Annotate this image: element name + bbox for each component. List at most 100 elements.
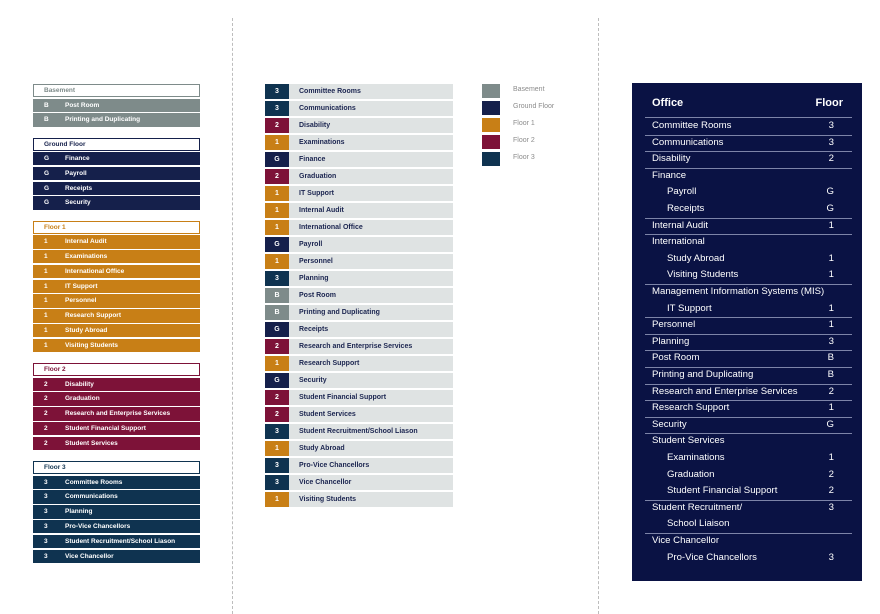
alpha-list-row: 3 Committee Rooms	[265, 84, 453, 100]
alpha-list-row: 3 Communications	[265, 100, 453, 117]
alpha-list-row: 1 IT Support	[265, 185, 453, 201]
alpha-list-row: 1 Study Abroad	[265, 440, 453, 456]
office-name: Disability	[65, 380, 94, 388]
table-row: Student Recruitment/3	[652, 500, 834, 517]
floor-groups-column: Basement B Post Room B Printing and Duplicat…	[33, 84, 200, 574]
table-row: Student Services	[652, 433, 834, 450]
office-name: Student Services	[299, 410, 356, 418]
office-name: Payroll	[65, 169, 87, 177]
floor-group-row: 3 Pro-Vice Chancellors	[33, 520, 200, 534]
office-name: Finance	[299, 155, 326, 163]
floor-group-row: 3 Communications	[33, 490, 200, 504]
office-name: Graduation	[299, 172, 337, 180]
table-office-name: Student Services	[652, 435, 725, 447]
floor-group-row: 3 Student Recruitment/School Liason	[33, 534, 200, 549]
table-row: Receipts G	[667, 201, 834, 218]
table-row: Printing and Duplicating B	[652, 367, 834, 384]
table-office-name: Communications	[652, 136, 724, 148]
floor-group-row: 1 Personnel	[33, 294, 200, 308]
table-office-name: International	[652, 236, 705, 248]
floor-code: 1	[44, 341, 48, 349]
legend-swatch	[482, 135, 500, 149]
floor-code: B	[44, 116, 49, 124]
floor-group-row: 1 Examinations	[33, 250, 200, 264]
office-name: Student Recruitment/School Liason	[65, 537, 176, 545]
alpha-list-row: 3 Student Recruitment/School Liason	[265, 423, 453, 439]
table-header-rule	[645, 117, 852, 118]
table-floor-value: G	[826, 186, 834, 198]
table-row: IT Support 1	[667, 301, 834, 318]
alpha-list-row: B Printing and Duplicating	[265, 304, 453, 320]
header-office: Office	[652, 97, 684, 109]
legend-label: Floor 2	[513, 137, 535, 144]
floor-code-badge: B	[265, 304, 289, 320]
floor-code: 3	[44, 493, 48, 501]
column-divider-left	[232, 18, 233, 614]
table-office-name: Student Recruitment/	[652, 501, 743, 513]
table-office-name: Research and Enterprise Services	[652, 385, 798, 397]
floor-code: 1	[44, 312, 48, 320]
table-floor-value: 1	[828, 302, 834, 314]
table-row: Vice Chancellor	[652, 533, 834, 550]
office-name: Internal Audit	[65, 238, 107, 246]
table-office-name: Research Support	[652, 402, 730, 414]
alpha-list-row: 3 Planning	[265, 270, 453, 286]
alpha-list-row: 2 Research and Enterprise Services	[265, 338, 453, 354]
alphabetical-list-column: 3 Committee Rooms 3 Communications 2 Disabili…	[265, 84, 453, 509]
alpha-list-row: 3 Pro-Vice Chancellors	[265, 457, 453, 473]
table-row-rule	[645, 367, 852, 368]
table-row-rule	[645, 234, 852, 236]
table-row-rule	[645, 499, 852, 501]
table-office-name: Committee Rooms	[652, 120, 732, 131]
floor-group-floor2: Floor 2 2 Disability 2 Graduation 2 Research a…	[33, 363, 200, 451]
table-floor-value: G	[826, 203, 834, 214]
table-row: Study Abroad 1	[667, 251, 834, 268]
office-name: Committee Rooms	[65, 478, 123, 486]
office-name: Research Support	[65, 312, 121, 320]
office-name: Post Room	[65, 101, 100, 109]
office-name: Planning	[299, 274, 329, 282]
alpha-list-row: G Receipts	[265, 321, 453, 337]
floor-group-row: 3 Committee Rooms	[33, 475, 200, 489]
floor-group-row: 2 Student Services	[33, 436, 200, 451]
floor-code-badge: 2	[265, 338, 289, 354]
office-name: Vice Chancellor	[65, 552, 114, 560]
table-row: Internal Audit 1	[652, 218, 834, 235]
floor-group-title: Ground Floor	[33, 137, 200, 151]
floor-code-badge: 1	[265, 253, 289, 269]
table-office-name: Vice Chancellor	[652, 535, 720, 546]
office-name: Visiting Students	[299, 495, 357, 503]
table-row-rule	[645, 151, 852, 153]
office-name: Student Recruitment/School Liason	[299, 427, 418, 435]
table-floor-value: G	[826, 418, 834, 430]
floor-code: G	[44, 155, 50, 163]
floor-code: 2	[44, 395, 48, 403]
office-name: Vice Chancellor	[299, 478, 352, 486]
table-row: Management Information Systems (MIS)	[652, 284, 834, 301]
floor-code-badge: 1	[265, 355, 289, 371]
table-row-rule	[645, 416, 852, 418]
table-row: Security G	[652, 417, 834, 434]
office-name: Communications	[299, 104, 356, 112]
office-name: Receipts	[65, 184, 93, 192]
floor-group-row: 1 Research Support	[33, 309, 200, 323]
floor-code: G	[44, 184, 50, 192]
floor-code: 3	[44, 537, 48, 545]
table-row-rule	[645, 533, 852, 534]
floor-code-badge: B	[265, 287, 289, 303]
floor-code: 1	[44, 253, 48, 261]
floor-code-badge: G	[265, 321, 289, 337]
office-name: Security	[65, 199, 91, 207]
table-floor-value: 3	[828, 136, 834, 148]
office-name: Study Abroad	[65, 327, 108, 335]
floor-code: 3	[44, 523, 48, 531]
office-name: Security	[299, 376, 327, 384]
legend-swatch	[482, 118, 500, 132]
table-office-name: Printing and Duplicating	[652, 369, 754, 380]
floor-code: G	[44, 199, 50, 207]
table-office-name: Security	[652, 418, 687, 430]
table-office-name: Finance	[652, 169, 687, 181]
legend-swatch	[482, 101, 500, 115]
floor-group-row: B Post Room	[33, 98, 200, 112]
floor-group-row: 2 Graduation	[33, 392, 200, 406]
